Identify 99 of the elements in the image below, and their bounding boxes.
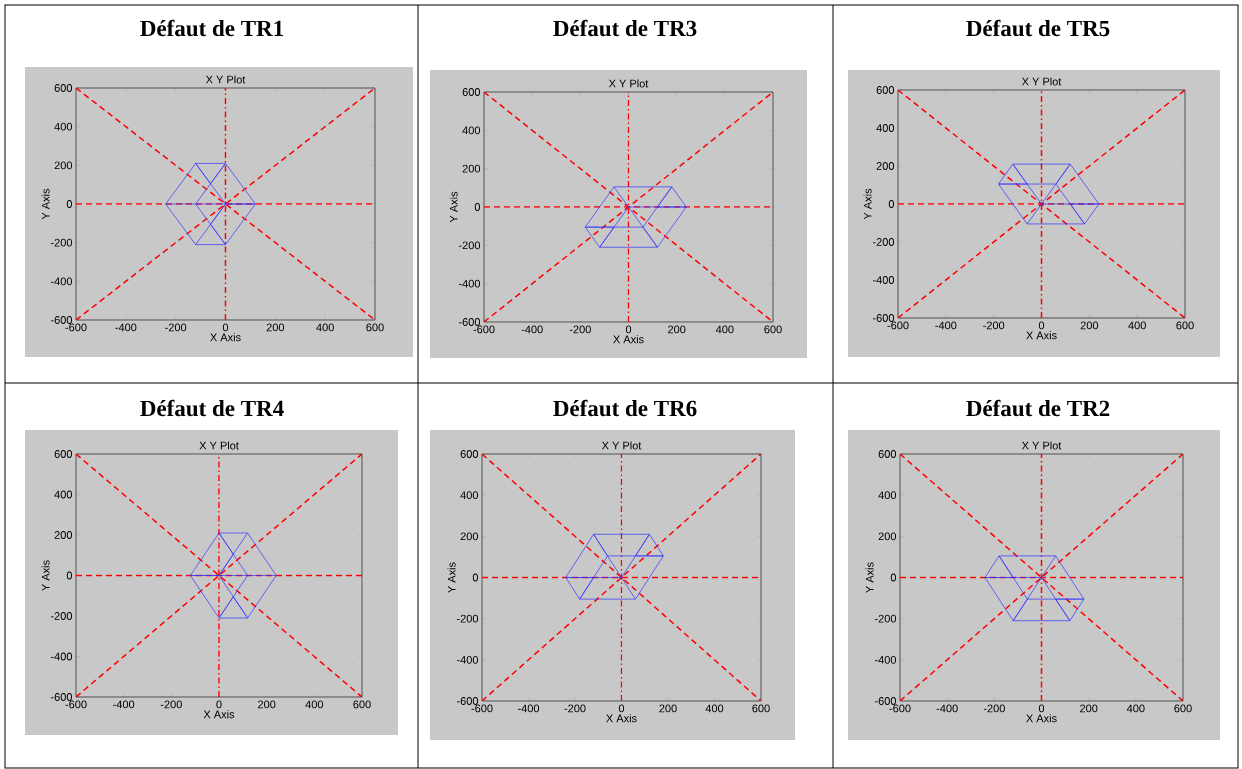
x-tick-label: 400: [705, 704, 724, 713]
y-tick-label: 0: [472, 573, 479, 582]
y-tick-label: -200: [50, 238, 73, 247]
x-axis-title: X Axis: [210, 333, 241, 342]
y-tick-label: -200: [458, 241, 481, 250]
y-tick-label: -200: [872, 238, 895, 246]
x-tick-label: 200: [1080, 321, 1099, 330]
y-tick-label: 0: [474, 203, 481, 211]
chart-subtitle: X Y Plot: [601, 441, 642, 450]
chart-title: Défaut de TR5: [966, 19, 1110, 37]
y-tick-label: 600: [878, 450, 897, 458]
x-axis-title: X Axis: [613, 335, 644, 344]
y-tick-label: -200: [456, 614, 479, 623]
x-tick-label: -200: [983, 321, 1005, 330]
x-tick-label: 600: [764, 325, 782, 334]
x-tick-label: 200: [668, 325, 686, 334]
chart-title: Défaut de TR3: [553, 19, 697, 37]
y-tick-label: 400: [460, 491, 479, 500]
y-tick-label: -400: [456, 655, 479, 664]
x-tick-label: 0: [618, 704, 625, 713]
y-tick-label: -400: [50, 277, 73, 286]
y-tick-label: 200: [878, 532, 897, 541]
x-tick-label: 600: [353, 700, 371, 709]
x-axis-title: X Axis: [1026, 331, 1057, 340]
x-axis-title: X Axis: [203, 710, 235, 719]
y-tick-label: 200: [54, 161, 73, 170]
y-tick-label: -600: [872, 314, 895, 322]
x-tick-label: 600: [752, 704, 770, 713]
y-tick-label: 600: [460, 450, 479, 458]
x-tick-label: -400: [517, 704, 540, 713]
y-axis-title: Y Axis: [41, 188, 50, 220]
y-tick-label: -600: [50, 693, 73, 701]
y-tick-label: 0: [890, 573, 897, 582]
x-tick-label: 200: [266, 323, 285, 332]
x-tick-label: 400: [1126, 704, 1145, 713]
x-tick-label: 400: [305, 700, 324, 709]
y-tick-label: 400: [878, 491, 897, 500]
x-tick-label: 600: [1174, 704, 1192, 713]
x-tick-label: 400: [715, 325, 734, 334]
y-tick-label: 200: [460, 532, 479, 541]
y-tick-label: 400: [54, 122, 73, 131]
y-tick-label: -600: [50, 316, 73, 324]
y-tick-label: 0: [66, 571, 73, 580]
x-tick-label: 0: [222, 323, 229, 332]
chart-title: Défaut de TR4: [140, 399, 284, 417]
y-tick-label: -200: [50, 612, 73, 620]
x-tick-label: -200: [165, 323, 187, 332]
chart-title: Défaut de TR1: [140, 19, 283, 37]
chart-title: Défaut de TR6: [553, 399, 697, 417]
y-axis-title: Y Axis: [865, 562, 874, 593]
y-tick-label: -400: [872, 276, 895, 284]
x-tick-label: 0: [625, 325, 632, 334]
x-axis-title: X Axis: [1026, 714, 1057, 723]
x-tick-label: 200: [659, 704, 677, 713]
chart-subtitle: X Y Plot: [205, 75, 246, 84]
y-tick-label: 200: [54, 531, 73, 539]
x-tick-label: 400: [316, 323, 334, 332]
y-tick-label: 400: [54, 490, 73, 499]
chart-subtitle: X Y Plot: [608, 79, 649, 88]
y-axis-title: Y Axis: [41, 560, 50, 591]
y-tick-label: -400: [874, 655, 897, 664]
x-tick-label: 0: [1038, 704, 1045, 713]
y-axis-title: Y Axis: [449, 191, 458, 223]
x-tick-label: 200: [258, 700, 276, 709]
x-tick-label: -400: [521, 325, 543, 334]
x-tick-label: -200: [983, 704, 1005, 713]
x-tick-label: -400: [115, 323, 137, 332]
x-axis-title: X Axis: [606, 714, 637, 723]
x-tick-label: 200: [1080, 704, 1098, 713]
x-tick-label: 400: [1128, 321, 1146, 330]
chart-subtitle: X Y Plot: [1021, 77, 1062, 86]
y-tick-label: -400: [458, 279, 481, 288]
y-tick-label: 200: [462, 164, 481, 173]
x-tick-label: 600: [1176, 321, 1194, 330]
x-tick-label: 0: [1038, 321, 1045, 330]
chart-title: Défaut de TR2: [966, 399, 1110, 417]
y-tick-label: -400: [50, 652, 73, 661]
x-tick-label: 0: [216, 700, 222, 709]
y-tick-label: 600: [54, 450, 73, 458]
y-tick-label: 400: [462, 126, 481, 135]
x-tick-label: -400: [113, 700, 135, 709]
x-tick-label: -200: [569, 325, 591, 334]
y-tick-label: 600: [462, 88, 481, 96]
y-tick-label: 600: [54, 84, 73, 92]
x-tick-label: -200: [564, 704, 586, 713]
y-tick-label: 0: [66, 200, 73, 208]
x-tick-label: -200: [160, 700, 182, 709]
x-tick-label: -400: [935, 321, 957, 330]
y-tick-label: 200: [876, 162, 895, 170]
y-axis-title: Y Axis: [447, 562, 456, 593]
x-tick-label: 600: [366, 323, 384, 332]
chart-subtitle: X Y Plot: [1021, 441, 1062, 450]
y-axis-title: Y Axis: [863, 188, 872, 220]
y-tick-label: -200: [874, 614, 897, 623]
x-tick-label: -400: [936, 704, 958, 713]
y-tick-label: 0: [888, 200, 895, 208]
chart-subtitle: X Y Plot: [199, 441, 239, 450]
y-tick-label: 600: [876, 86, 895, 94]
y-tick-label: 400: [876, 124, 895, 132]
